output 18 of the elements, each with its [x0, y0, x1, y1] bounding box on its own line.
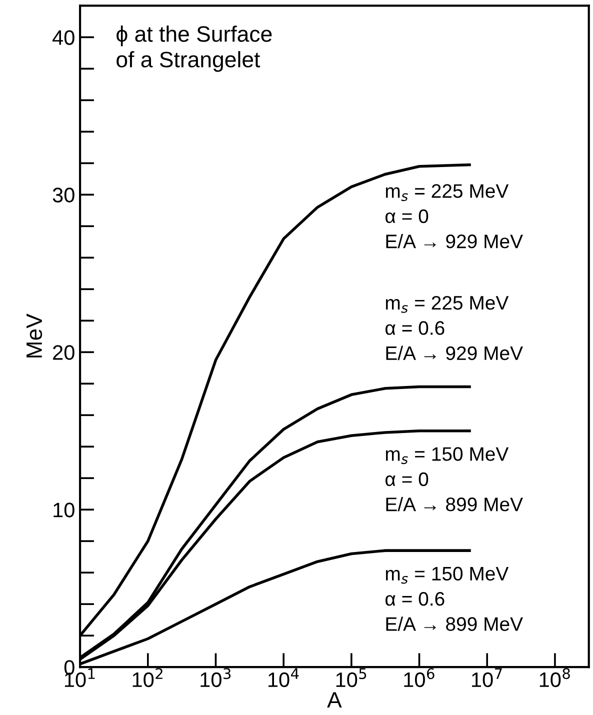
- x-axis-title: A: [327, 692, 342, 708]
- series-label: m$_{s}$ = 150 MeV α = 0 E/A → 899 MeV: [386, 447, 523, 512]
- x-tick-label: 10$^{4}$: [268, 668, 299, 688]
- x-tick-label: 10$^{3}$: [200, 668, 231, 688]
- y-axis-title: MeV: [26, 314, 42, 358]
- x-tick-label: 10$^{8}$: [540, 668, 570, 688]
- x-tick-label: 10$^{5}$: [336, 668, 366, 688]
- x-tick-label: 10$^{2}$: [132, 668, 162, 688]
- series-label: m$_{s}$ = 150 MeV α = 0.6 E/A → 899 MeV: [386, 566, 523, 631]
- y-tick-label: 10: [54, 502, 74, 518]
- series-label: m$_{s}$ = 225 MeV α = 0.6 E/A → 929 MeV: [386, 296, 523, 360]
- y-tick-label: 30: [52, 188, 74, 202]
- x-tick-label: 10$^{7}$: [472, 668, 502, 688]
- text: ϕ at the Surface of a Strangelet: [116, 26, 272, 72]
- x-tick-label: 10$^{6}$: [404, 668, 434, 688]
- y-tick-label: 40: [52, 30, 74, 45]
- y-tick-label: 20: [53, 345, 74, 360]
- series-label: m$_{s}$ = 225 MeV α = 0 E/A → 929 MeV: [386, 184, 523, 248]
